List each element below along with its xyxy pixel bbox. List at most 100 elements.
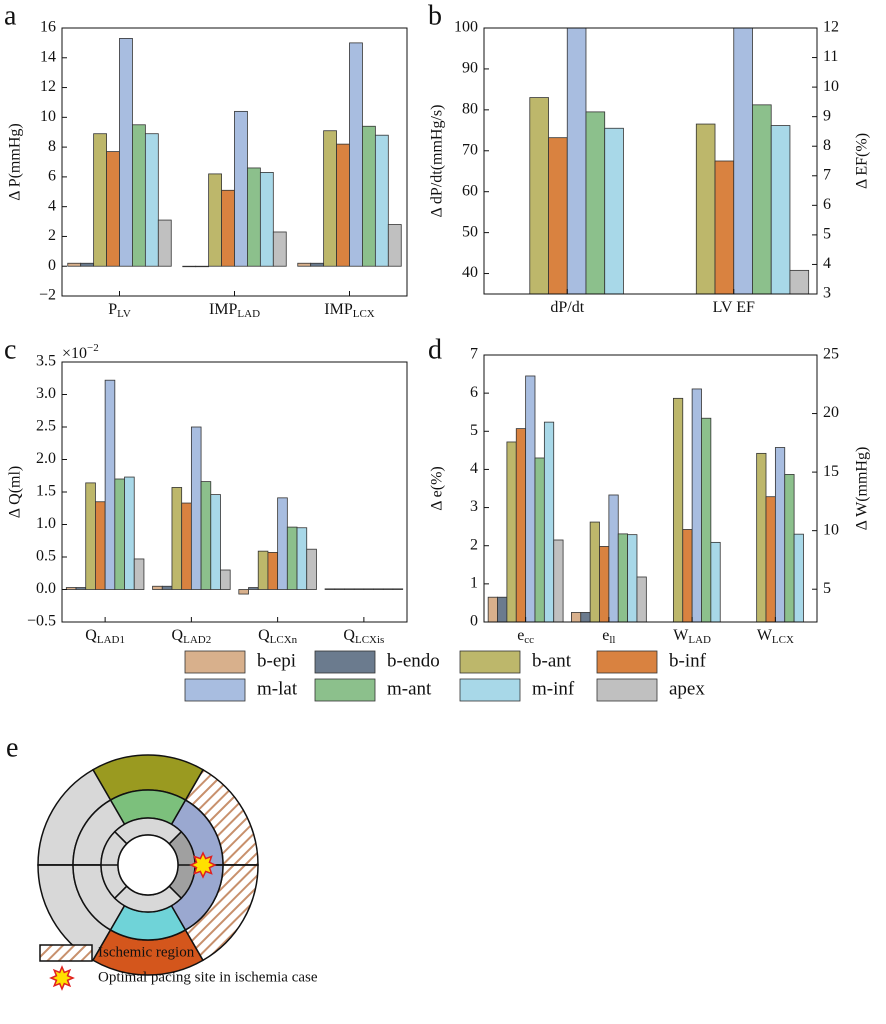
bar [487,596,498,623]
x-tick-label-sub: LAD1 [97,634,125,646]
x-tick-label-sub: LAD [688,634,711,646]
x-tick-label: ell [602,627,615,646]
y-axis-label: Δ e(%) [429,466,446,511]
plot-frame [483,354,818,623]
bar [691,388,702,623]
bar [157,219,172,267]
bar [525,375,536,623]
bar [234,110,248,267]
x-tick-label-text: Q [258,627,270,644]
y-tick-label: 2.5 [36,418,56,435]
bar [353,588,365,590]
y2-tick-label: 12 [823,19,839,36]
bar [221,189,235,267]
hole [117,834,179,896]
bullseye-diagram [37,754,259,976]
x-tick-label-text: W [673,627,689,644]
x-tick-label: PLV [108,301,131,320]
bar [548,137,568,295]
bar [220,569,231,590]
panel-label: b [428,0,442,31]
y-tick-label: 3.5 [36,353,56,370]
bar [733,27,753,295]
y-axis-label: Δ Q(ml) [7,466,24,519]
bar [106,151,120,267]
y-tick-label: 8 [48,138,56,155]
x-tick-label-text: IMP [209,301,238,318]
bar [752,104,772,295]
y-tick-label: 0 [470,613,478,630]
x-tick-label-sub: LV [117,308,131,320]
legend-label: b-epi [257,650,296,671]
bar [306,548,317,590]
bar [789,269,810,295]
x-tick-label: QLAD1 [85,627,125,646]
y-tick-label: 1.0 [36,515,56,532]
x-tick-label-sub: LCX [353,308,375,320]
legend-swatch [314,650,376,674]
bar [182,265,197,268]
ischemic-swatch [39,944,93,962]
legend-swatch [459,650,521,674]
panel-label: e [6,732,18,763]
x-tick-label: LV EF [713,299,755,316]
bar [515,428,527,623]
offset-base: ×10 [62,345,87,362]
bar [604,127,624,295]
bar [171,487,183,590]
bar [701,417,712,623]
y2-tick-label: 11 [823,48,838,65]
x-tick-label-sub: ll [609,634,615,646]
y-tick-label: 4 [48,197,56,214]
x-tick-label: dP/dt [550,299,584,316]
x-tick-label: IMPLAD [209,301,260,320]
bar [710,541,721,623]
bar [756,452,767,623]
x-tick-label-text: Q [172,627,184,644]
bar [589,521,600,623]
x-tick-label-text: e [517,627,524,644]
bar [682,529,693,623]
y2-tick-label: 25 [823,346,839,363]
bar [599,546,610,623]
bar [765,496,776,623]
bar [566,27,587,295]
y2-axis-label: Δ EF(%) [854,133,871,189]
bar [297,262,312,267]
bar [152,585,163,590]
y-tick-label: 7 [470,346,478,363]
bar [695,123,716,295]
diagram-legend-text: Optimal pacing site in ischemia case [98,969,318,985]
y-tick-label: 16 [40,19,56,36]
legend-label: m-inf [532,678,575,699]
legend-swatch [184,678,246,702]
panel-label: c [4,334,16,365]
y-tick-label: 0 [48,257,56,274]
bar [672,397,684,623]
x-tick-label-sub: LCX [772,634,794,646]
bar [247,167,261,267]
x-tick-label: QLAD2 [172,627,212,646]
y2-tick-label: 9 [823,107,831,124]
y-tick-label: 50 [462,223,478,240]
bar [124,476,135,590]
bar [534,457,545,623]
y-tick-label: 4 [470,460,478,477]
y-tick-label: 6 [470,384,478,401]
plot-frame [483,27,818,295]
y-tick-label: 0.5 [36,548,56,565]
y-axis-label: Δ dP/dt(mmHg/s) [429,105,446,218]
bar [774,447,786,623]
bar [259,172,274,267]
plot-frame [61,361,408,623]
bar [363,588,374,590]
bar [208,173,222,267]
x-tick-label-sub: LAD2 [183,634,211,646]
bar [272,231,287,267]
legend-swatch [596,678,658,702]
pacing-star [189,851,217,879]
y-tick-label: 80 [462,101,478,118]
y-tick-label: 3 [470,498,478,515]
y2-tick-label: 5 [823,580,831,597]
bar [238,589,249,595]
